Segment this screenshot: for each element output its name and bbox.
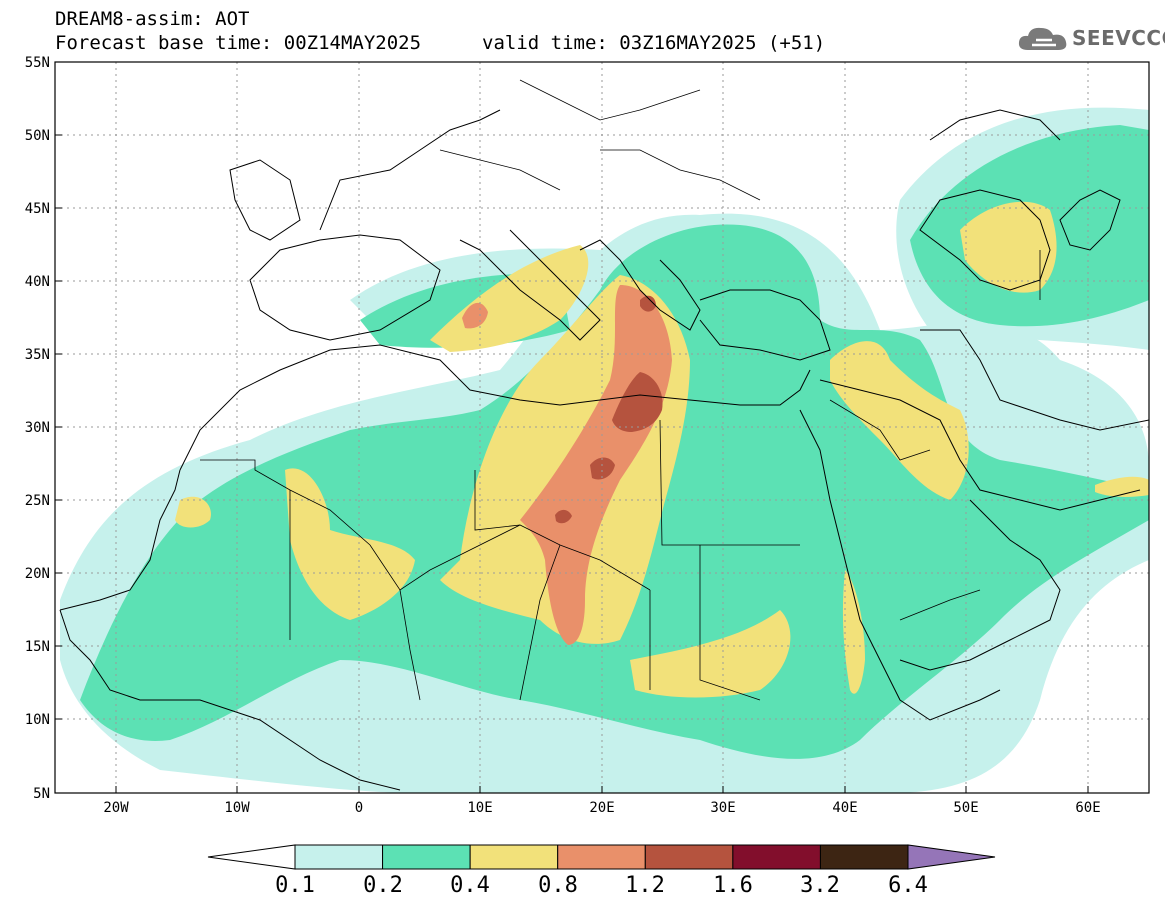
lon-labels: 20W 10W 0 10E 20E 30E 40E 50E 60E [103, 800, 1100, 816]
country-borders [200, 79, 1041, 701]
colorbar-label: 0.4 [450, 873, 490, 898]
colorbar-label: 0.2 [363, 873, 403, 898]
colorbar: 0.1 0.2 0.4 0.8 1.2 1.6 3.2 6.4 [207, 844, 996, 898]
lat-tick-label: 35N [25, 347, 50, 363]
colorbar-swatch [294, 844, 384, 870]
colorbar-swatch [819, 844, 909, 870]
colorbar-swatch [644, 844, 734, 870]
lon-tick-label: 40E [832, 800, 857, 816]
forecast-base-time: Forecast base time: 00Z14MAY2025 [55, 32, 422, 54]
lon-tick-label: 20W [103, 800, 129, 816]
lon-tick-label: 10W [224, 800, 250, 816]
lat-tick-label: 5N [33, 786, 50, 802]
colorbar-label: 0.8 [538, 873, 578, 898]
lat-tick-label: 50N [25, 128, 50, 144]
colorbar-label: 6.4 [888, 873, 928, 898]
lat-tick-label: 30N [25, 420, 50, 436]
colorbar-under-triangle [207, 844, 296, 870]
cloud-icon [1018, 27, 1067, 50]
product-title: DREAM8-assim: AOT [55, 8, 250, 30]
lat-tick-label: 25N [25, 493, 50, 509]
lon-tick-label: 20E [589, 800, 614, 816]
lat-tick-label: 55N [25, 55, 50, 71]
lon-tick-label: 50E [953, 800, 978, 816]
colorbar-label: 3.2 [800, 873, 840, 898]
coastlines [59, 109, 1149, 791]
colorbar-over-triangle [907, 844, 996, 870]
lon-tick-label: 30E [710, 800, 735, 816]
colorbar-swatch [732, 844, 821, 870]
colorbar-label: 0.1 [275, 873, 315, 898]
lat-labels: 5N 10N 15N 20N 25N 30N 35N 40N 45N 50N 5… [25, 55, 50, 802]
valid-time: valid time: 03Z16MAY2025 (+51) [482, 32, 826, 54]
lat-tick-label: 40N [25, 274, 50, 290]
lon-tick-label: 60E [1075, 800, 1100, 816]
lon-tick-label: 10E [467, 800, 492, 816]
colorbar-swatch [557, 844, 646, 870]
lat-tick-label: 10N [25, 712, 50, 728]
colorbar-swatch [382, 844, 471, 870]
colorbar-label: 1.6 [713, 873, 753, 898]
plot-area [55, 62, 1149, 793]
lat-tick-label: 45N [25, 201, 50, 217]
grid-lines [55, 62, 1149, 793]
aot-band-1.2 [555, 295, 663, 524]
logo-text: SEEVCCC [1072, 26, 1165, 50]
colorbar-label: 1.2 [625, 873, 665, 898]
colorbar-swatch [469, 844, 559, 870]
seevccc-logo: SEEVCCC [1016, 22, 1165, 56]
tick-marks [55, 134, 1089, 793]
lon-tick-label: 0 [355, 800, 363, 816]
lat-tick-label: 15N [25, 639, 50, 655]
lat-tick-label: 20N [25, 566, 50, 582]
